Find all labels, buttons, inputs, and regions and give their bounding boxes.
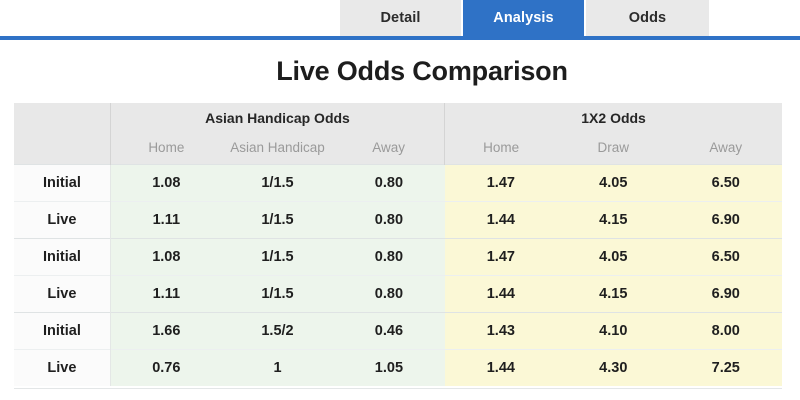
cell-ah-handicap: 1/1.5: [221, 274, 334, 312]
row-label: Live: [14, 348, 111, 386]
row-label: Initial: [14, 237, 111, 275]
table-row: Live 1.11 1/1.5 0.80 1.44 4.15 6.90: [14, 200, 782, 238]
odds-table-container: Asian Handicap Odds 1X2 Odds Home Asian …: [14, 103, 782, 389]
cell-1x2-home: 1.43: [444, 311, 558, 349]
column-header-1x2-away: Away: [669, 132, 782, 164]
column-header-row: Home Asian Handicap Away Home Draw Away: [14, 132, 782, 164]
cell-1x2-away: 6.90: [669, 274, 782, 312]
cell-ah-home: 1.66: [110, 311, 222, 349]
cell-1x2-away: 6.50: [669, 237, 782, 275]
cell-ah-handicap: 1.5/2: [221, 311, 334, 349]
table-row: Initial 1.08 1/1.5 0.80 1.47 4.05 6.50: [14, 163, 782, 201]
tab-bar: Detail Analysis Odds: [0, 0, 800, 36]
table-row: Live 0.76 1 1.05 1.44 4.30 7.25: [14, 348, 782, 386]
cell-ah-handicap: 1/1.5: [221, 237, 334, 275]
row-label: Live: [14, 274, 111, 312]
tab-odds[interactable]: Odds: [586, 0, 709, 36]
cell-ah-away: 0.80: [333, 163, 445, 201]
group-header-asian-handicap-odds: Asian Handicap Odds: [109, 103, 445, 132]
column-header-ah-handicap: Asian Handicap: [221, 132, 334, 164]
column-header-1x2-draw: Draw: [557, 132, 670, 164]
odds-comparison-table: Asian Handicap Odds 1X2 Odds Home Asian …: [14, 103, 782, 386]
row-label: Live: [14, 200, 111, 238]
cell-ah-away: 0.80: [333, 200, 445, 238]
table-body: Initial 1.08 1/1.5 0.80 1.47 4.05 6.50 L…: [14, 163, 782, 386]
cell-1x2-away: 8.00: [669, 311, 782, 349]
cell-1x2-draw: 4.10: [557, 311, 670, 349]
cell-ah-away: 0.46: [333, 311, 445, 349]
cell-1x2-home: 1.44: [444, 274, 558, 312]
cell-ah-handicap: 1/1.5: [221, 200, 334, 238]
cell-1x2-draw: 4.15: [557, 274, 670, 312]
page-title: Live Odds Comparison: [276, 56, 568, 86]
table-row: Live 1.11 1/1.5 0.80 1.44 4.15 6.90: [14, 274, 782, 312]
row-label: Initial: [14, 163, 111, 201]
cell-ah-away: 0.80: [333, 237, 445, 275]
cell-ah-home: 1.11: [110, 200, 222, 238]
cell-ah-handicap: 1: [221, 348, 334, 386]
cell-ah-home: 1.08: [110, 237, 222, 275]
table-row: Initial 1.08 1/1.5 0.80 1.47 4.05 6.50: [14, 237, 782, 275]
cell-1x2-home: 1.44: [444, 348, 558, 386]
cell-1x2-draw: 4.30: [557, 348, 670, 386]
title-area: Live Odds Comparison: [0, 40, 800, 103]
cell-ah-home: 1.08: [110, 163, 222, 201]
tab-detail[interactable]: Detail: [340, 0, 463, 36]
group-header-row: Asian Handicap Odds 1X2 Odds: [14, 103, 782, 164]
cell-1x2-away: 6.90: [669, 200, 782, 238]
cell-1x2-home: 1.47: [444, 163, 558, 201]
table-head: Asian Handicap Odds 1X2 Odds Home Asian …: [14, 103, 782, 164]
cell-1x2-away: 6.50: [669, 163, 782, 201]
cell-1x2-draw: 4.05: [557, 237, 670, 275]
column-header-ah-home: Home: [109, 132, 222, 164]
tab-bar-underline: [0, 36, 800, 40]
cell-1x2-home: 1.47: [444, 237, 558, 275]
column-header-1x2-home: Home: [444, 132, 558, 164]
cell-ah-away: 0.80: [333, 274, 445, 312]
column-header-ah-away: Away: [333, 132, 445, 164]
group-header-1x2-odds: 1X2 Odds: [444, 103, 782, 132]
cell-ah-away: 1.05: [333, 348, 445, 386]
cell-ah-handicap: 1/1.5: [221, 163, 334, 201]
cell-1x2-draw: 4.15: [557, 200, 670, 238]
cell-ah-home: 1.11: [110, 274, 222, 312]
tab-strip: Detail Analysis Odds: [340, 0, 709, 36]
table-bottom-divider: [14, 388, 782, 389]
cell-1x2-away: 7.25: [669, 348, 782, 386]
cell-ah-home: 0.76: [110, 348, 222, 386]
table-row: Initial 1.66 1.5/2 0.46 1.43 4.10 8.00: [14, 311, 782, 349]
row-label: Initial: [14, 311, 111, 349]
tab-analysis[interactable]: Analysis: [463, 0, 586, 36]
table-corner-cell: [14, 103, 111, 164]
cell-1x2-home: 1.44: [444, 200, 558, 238]
cell-1x2-draw: 4.05: [557, 163, 670, 201]
